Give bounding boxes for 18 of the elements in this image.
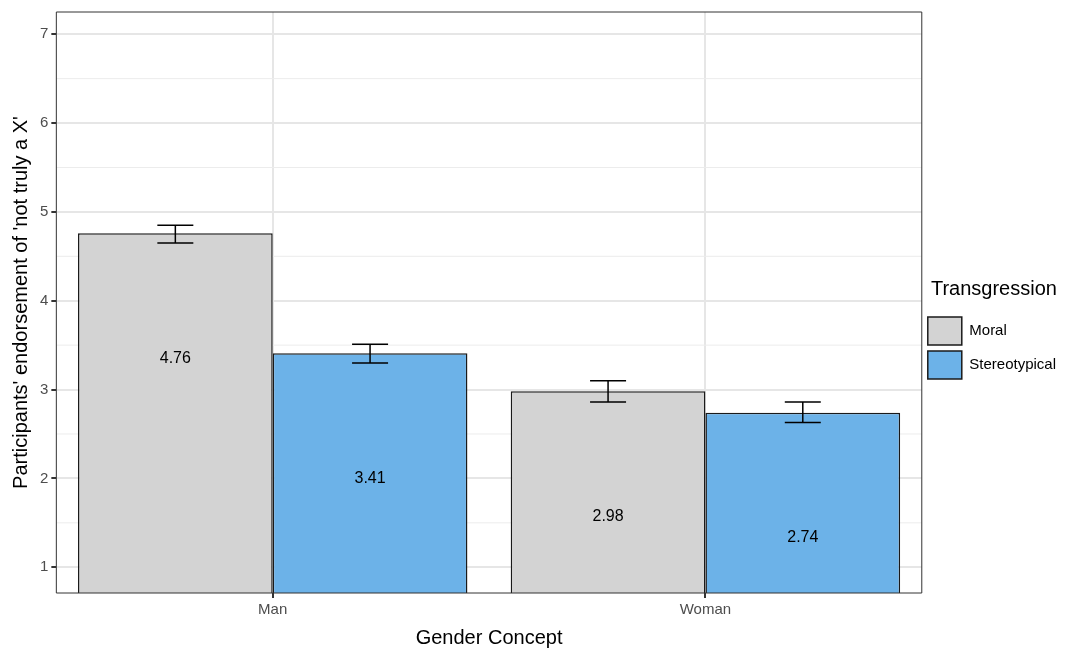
data-label: 2.98 (592, 506, 624, 524)
x-axis-title: Gender Concept (415, 625, 563, 648)
y-tick-label: 5 (40, 202, 49, 220)
x-tick-label: Man (258, 600, 288, 618)
y-axis-title: Participants' endorsement of 'not truly a X' (8, 116, 31, 489)
data-label: 4.76 (159, 348, 192, 366)
y-tick-label: 6 (40, 113, 49, 131)
data-label: 3.41 (354, 468, 386, 486)
y-tick-label: 3 (40, 379, 49, 397)
legend-label: Moral (969, 321, 1007, 339)
y-tick-label: 1 (40, 557, 49, 575)
x-tick-label: Woman (679, 600, 732, 618)
legend-label: Stereotypical (969, 355, 1057, 373)
data-label: 2.74 (787, 528, 819, 546)
legend-title: Transgression (930, 276, 1057, 299)
y-tick-label: 2 (40, 468, 49, 486)
y-tick-label: 7 (40, 24, 49, 42)
y-tick-label: 4 (40, 290, 49, 308)
